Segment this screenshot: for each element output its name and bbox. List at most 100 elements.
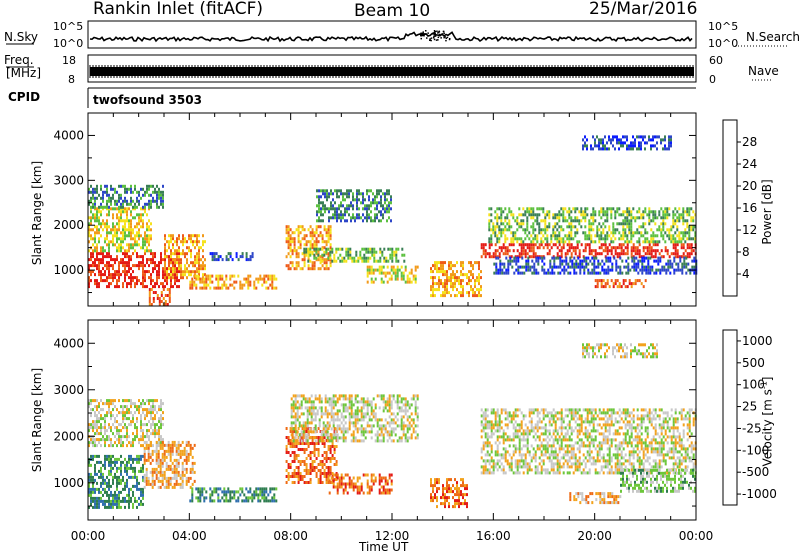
echo-cell [627,271,630,275]
echo-cell [130,441,132,445]
echo-cell [299,243,302,247]
echo-cell [689,271,692,275]
echo-cell [116,282,118,286]
echo-cell [498,216,501,220]
echo-cell [100,444,102,448]
echo-cell [209,487,212,491]
echo-cell [299,240,302,244]
echo-cell [124,435,126,439]
echo-cell [508,210,511,214]
echo-cell [519,271,522,275]
echo-cell [187,476,190,480]
echo-cell [108,408,110,412]
echo-cell [594,252,597,256]
echo-cell [309,463,312,466]
echo-cell [289,234,292,238]
echo-cell [674,255,677,259]
echo-cell [317,451,320,454]
echo-cell [351,259,354,263]
echo-cell [293,231,296,235]
echo-cell [450,282,452,286]
echo-cell [159,464,162,468]
echo-cell [261,490,264,494]
echo-cell [173,467,176,471]
echo-cell [295,264,298,268]
echo-cell [606,249,609,253]
echo-cell [444,279,446,283]
echo-cell [674,243,677,247]
echo-cell [520,237,523,241]
echo-cell [185,443,188,447]
echo-cell [679,256,682,260]
echo-cell [646,231,649,235]
echo-cell [92,408,94,412]
echo-cell [646,213,649,217]
echo-cell [297,255,300,259]
echo-cell [632,135,634,139]
echo-cell [683,256,686,260]
echo-cell [482,246,485,250]
echo-cell [189,485,192,489]
echo-cell [142,408,144,412]
echo-cell [287,225,290,229]
echo-cell [615,259,618,263]
echo-cell [295,249,298,253]
echo-cell [688,234,691,238]
echo-cell [227,252,230,256]
echo-cell [499,268,502,272]
echo-cell [594,249,597,253]
echo-cell [688,210,691,214]
echo-cell [442,282,444,286]
echo-cell [484,255,487,259]
echo-cell [460,279,462,283]
echo-cell [395,256,398,260]
echo-cell [328,195,330,199]
echo-cell [126,438,128,442]
echo-cell [144,205,146,209]
echo-cell [311,466,314,469]
echo-cell [498,246,501,250]
echo-cell [632,216,635,220]
echo-cell [600,243,603,247]
echo-cell [563,259,566,263]
echo-cell [456,279,458,283]
echo-cell [247,280,250,284]
echo-cell [527,262,530,266]
echo-cell [388,271,391,275]
echo-cell [448,267,450,271]
echo-cell [684,219,687,223]
echo-cell [384,192,386,196]
echo-cell [152,285,154,289]
echo-cell [122,414,124,418]
echo-cell [253,286,256,290]
echo-cell [172,237,174,241]
echo-cell [110,282,112,286]
echo-cell [138,237,140,241]
echo-cell [329,253,332,257]
echo-cell [140,490,142,494]
echo-cell [191,283,194,287]
echo-cell [178,261,180,265]
echo-cell [600,207,603,211]
echo-cell [538,213,541,217]
echo-cell [110,276,112,280]
echo-cell [496,213,499,217]
echo-cell [616,246,619,250]
echo-cell [92,496,94,500]
echo-cell [102,193,104,197]
echo-cell [106,490,108,494]
echo-cell [528,255,531,259]
echo-cell [311,250,314,254]
echo-cell [630,231,633,235]
echo-cell [472,291,474,295]
echo-cell [175,470,178,474]
echo-cell [436,282,438,286]
echo-cell [164,267,166,271]
echo-cell [524,255,527,259]
echo-cell [311,264,314,268]
echo-cell [680,243,683,247]
echo-cell [148,420,150,424]
echo-cell [456,261,458,265]
echo-cell [559,265,562,269]
echo-cell [120,472,122,476]
